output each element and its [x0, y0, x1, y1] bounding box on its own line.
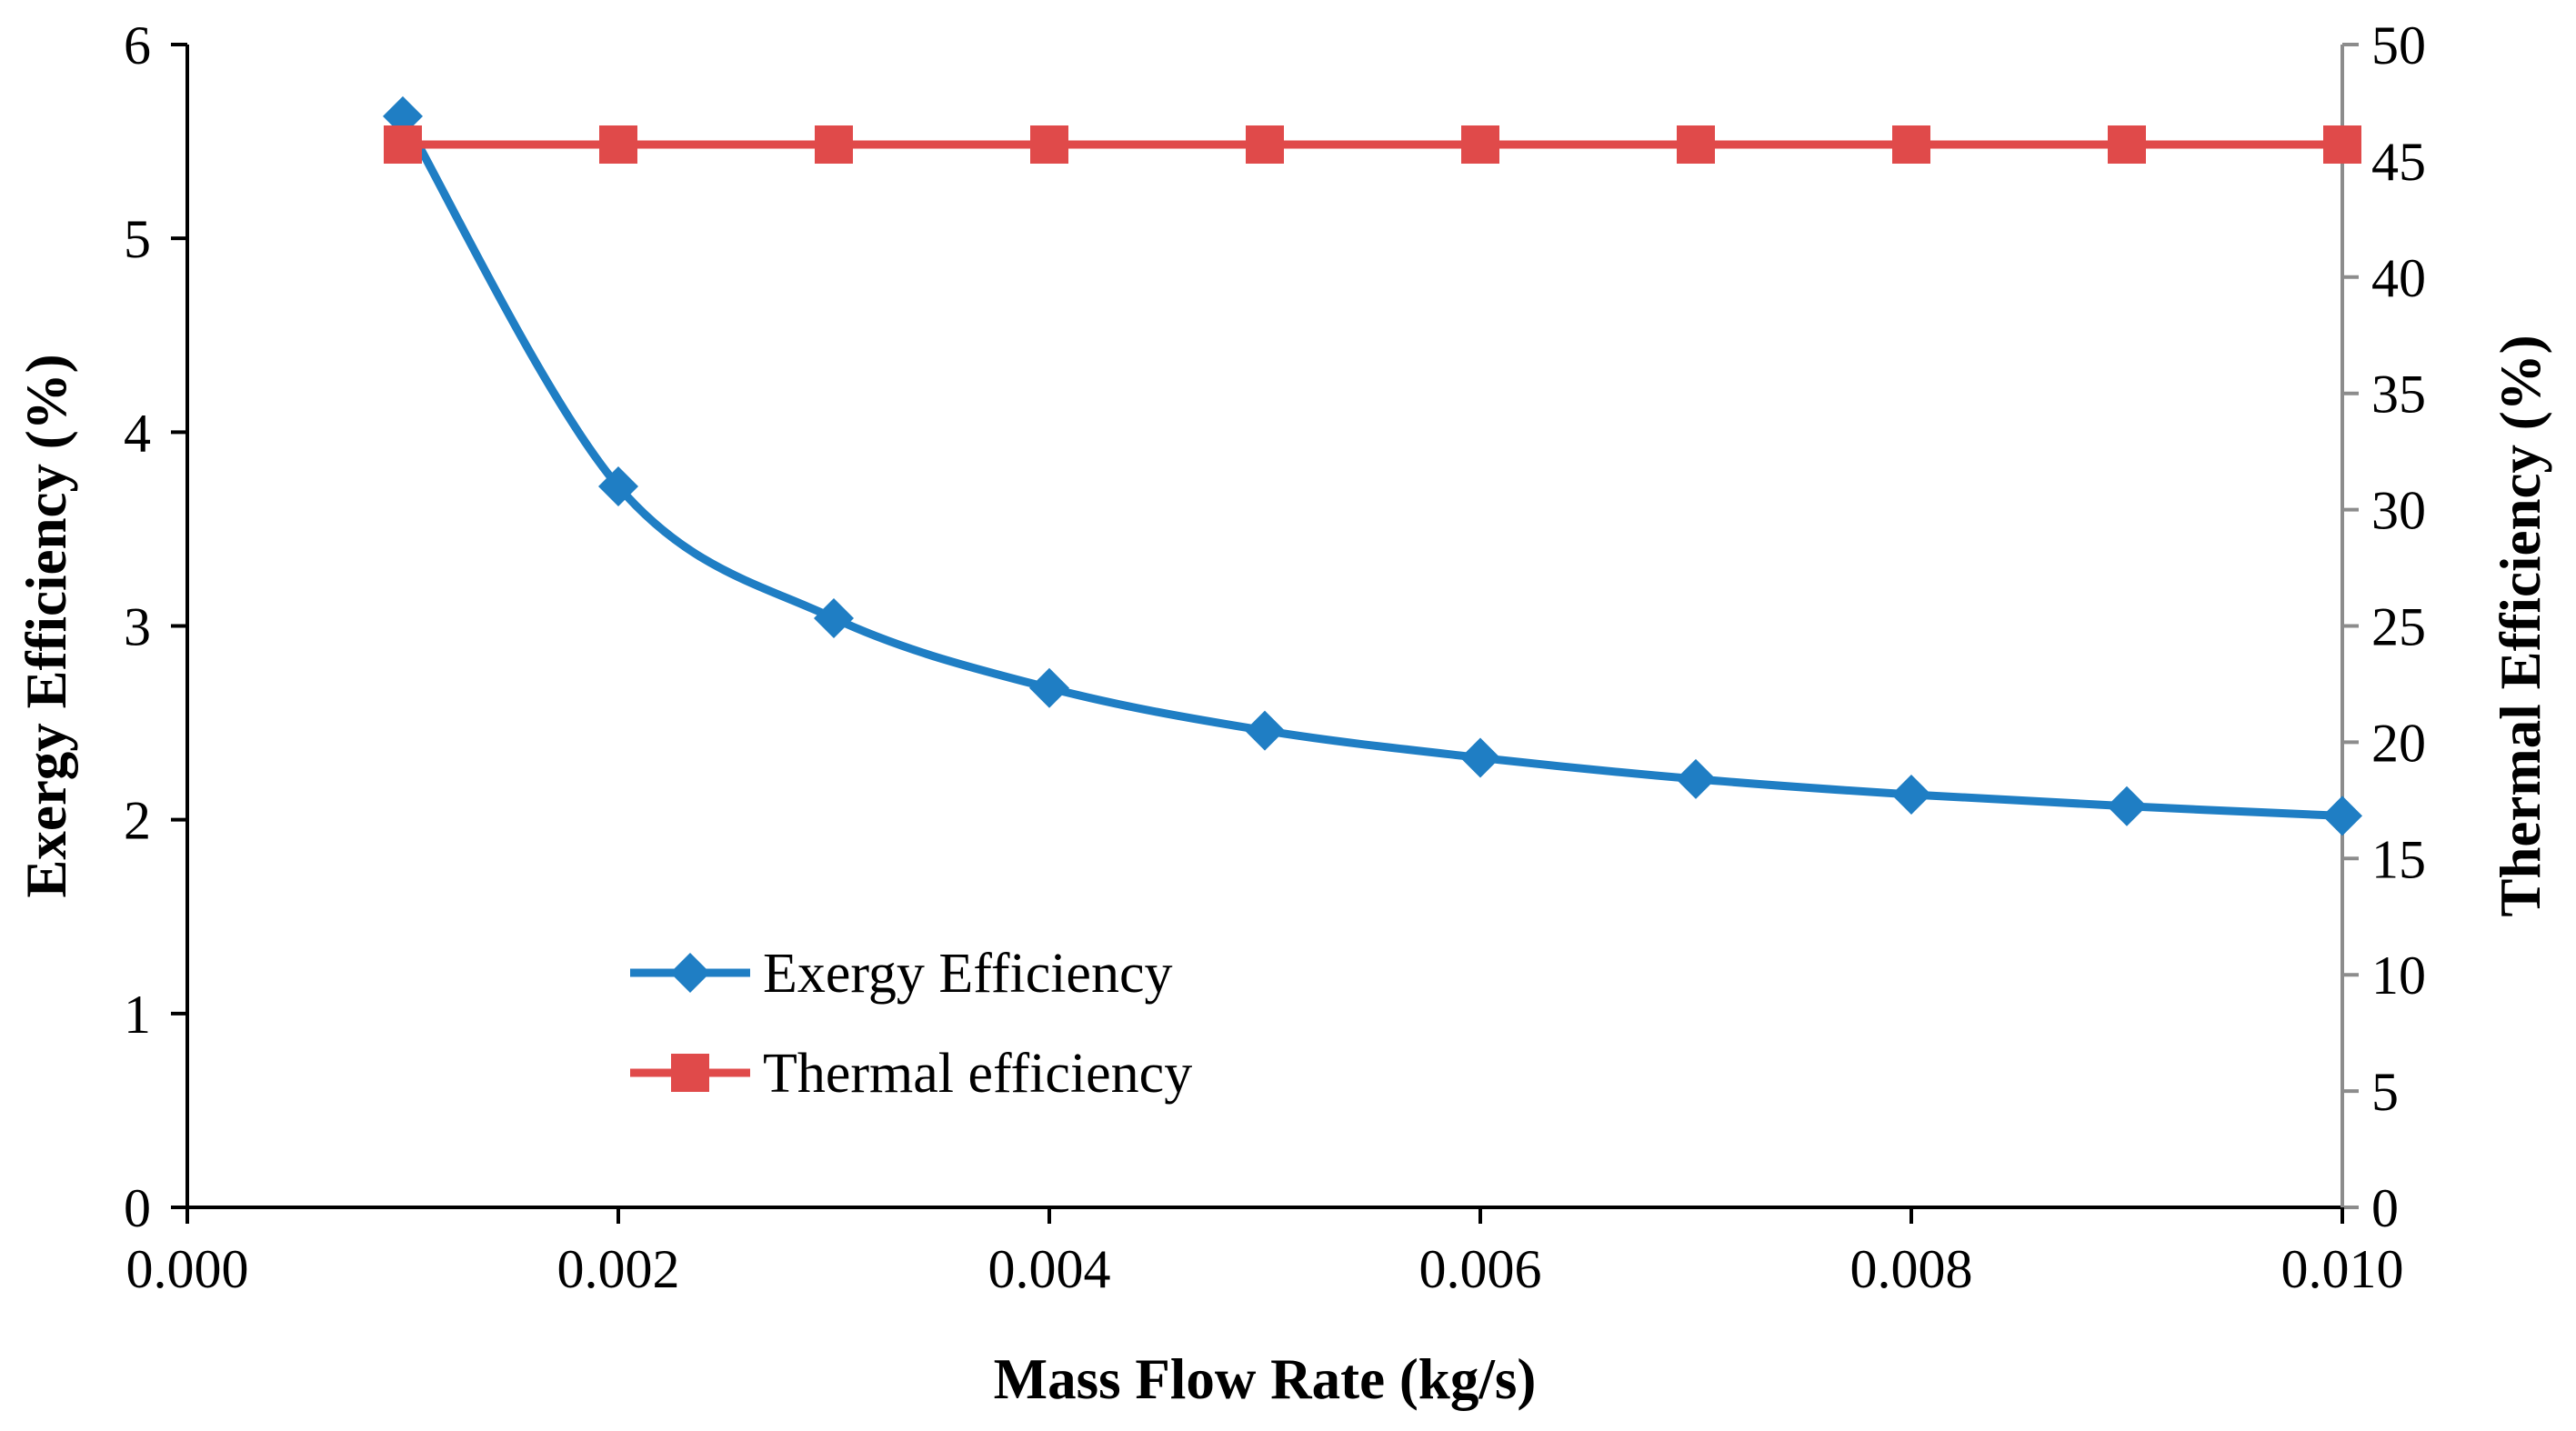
x-tick-label: 0.008 — [1850, 1239, 1973, 1299]
y-tick-label: 4 — [124, 403, 151, 463]
y2-tick-label: 0 — [2371, 1178, 2399, 1238]
data-point — [815, 125, 853, 164]
data-point — [383, 95, 423, 136]
legend: Exergy Efficiency Thermal efficiency — [630, 943, 1192, 1105]
y2-tick-label: 35 — [2371, 365, 2426, 425]
y-tick-label: 0 — [124, 1178, 151, 1238]
data-point — [1461, 125, 1499, 164]
y2-tick-label: 10 — [2371, 946, 2426, 1006]
data-point — [2323, 125, 2361, 164]
series-group — [383, 95, 2362, 836]
x-tick-label: 0.006 — [1419, 1239, 1542, 1299]
y2-tick-label: 30 — [2371, 481, 2426, 541]
x-tick-label: 0.004 — [988, 1239, 1111, 1299]
y2-tick-label: 25 — [2371, 597, 2426, 657]
series-thermal-efficiency — [384, 125, 2361, 164]
data-point — [814, 597, 854, 638]
data-point — [1677, 125, 1715, 164]
data-point — [2108, 125, 2146, 164]
x-tick-label: 0.002 — [557, 1239, 680, 1299]
y2-axis-title: Thermal Efficiency (%) — [2489, 335, 2552, 916]
y2-tick-label: 45 — [2371, 132, 2426, 192]
data-point — [598, 466, 638, 507]
data-point — [384, 125, 422, 164]
data-point — [1245, 710, 1285, 751]
x-tick-label: 0.010 — [2281, 1239, 2404, 1299]
data-point — [1246, 125, 1284, 164]
legend-marker — [670, 953, 710, 993]
data-point — [1892, 125, 1930, 164]
series-line — [398, 112, 2347, 820]
x-tick-label: 0.000 — [126, 1239, 249, 1299]
y2-tick-label: 40 — [2371, 248, 2426, 308]
legend-marker — [671, 1054, 709, 1092]
data-point — [2322, 796, 2362, 836]
data-point — [1891, 774, 1931, 815]
data-point — [1460, 737, 1500, 778]
y-tick-label: 1 — [124, 985, 151, 1045]
y-axis-title: Exergy Efficiency (%) — [15, 354, 78, 897]
legend-label: Thermal efficiency — [763, 1043, 1192, 1105]
y-tick-label: 3 — [124, 597, 151, 657]
y2-tick-label: 20 — [2371, 713, 2426, 773]
axes — [185, 45, 2344, 1209]
series-exergy-efficiency — [383, 95, 2362, 836]
y-tick-label: 6 — [124, 15, 151, 75]
data-point — [1029, 667, 1069, 708]
data-point — [1676, 758, 1716, 799]
data-point — [2107, 786, 2147, 826]
y2-tick-label: 50 — [2371, 15, 2426, 75]
y2-tick-label: 15 — [2371, 829, 2426, 889]
y-tick-label: 2 — [124, 791, 151, 851]
y-tick-label: 5 — [124, 209, 151, 269]
x-axis-title: Mass Flow Rate (kg/s) — [994, 1347, 1537, 1411]
data-point — [599, 125, 637, 164]
data-point — [1030, 125, 1068, 164]
y2-tick-label: 5 — [2371, 1062, 2399, 1122]
legend-label: Exergy Efficiency — [763, 943, 1172, 1005]
